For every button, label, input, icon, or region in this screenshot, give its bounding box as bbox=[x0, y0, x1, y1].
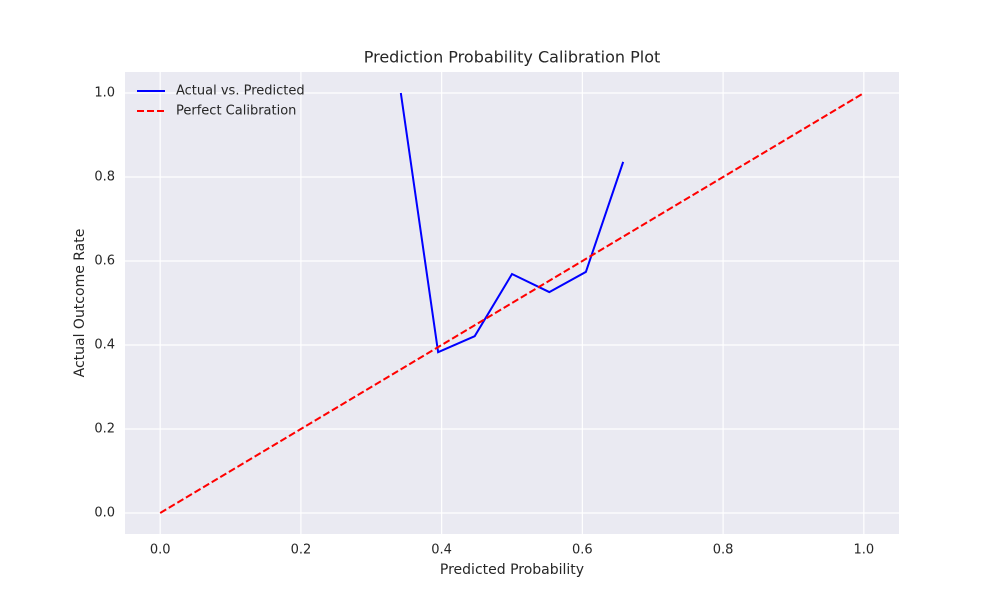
y-tick-label: 0.0 bbox=[94, 506, 115, 521]
y-tick-label: 0.2 bbox=[94, 422, 115, 437]
x-tick-label: 0.6 bbox=[572, 543, 593, 558]
x-tick-label: 0.4 bbox=[431, 543, 452, 558]
chart-title: Prediction Probability Calibration Plot bbox=[364, 48, 661, 67]
grid bbox=[125, 72, 899, 534]
x-tick-label: 0.8 bbox=[713, 543, 734, 558]
x-tick-label: 0.2 bbox=[291, 543, 312, 558]
legend-label: Perfect Calibration bbox=[176, 104, 296, 119]
series-line bbox=[399, 92, 625, 354]
legend-label: Actual vs. Predicted bbox=[176, 84, 305, 99]
y-tick-label: 0.8 bbox=[94, 170, 115, 185]
y-tick-label: 0.4 bbox=[94, 338, 115, 353]
y-tick-label: 0.6 bbox=[94, 254, 115, 269]
x-tick-label: 0.0 bbox=[150, 543, 171, 558]
y-axis-label: Actual Outcome Rate bbox=[72, 229, 88, 378]
x-axis-label: Predicted Probability bbox=[440, 562, 584, 578]
x-tick-label: 1.0 bbox=[853, 543, 874, 558]
y-tick-label: 1.0 bbox=[94, 86, 115, 101]
series-line bbox=[159, 92, 865, 514]
lines bbox=[159, 92, 865, 514]
